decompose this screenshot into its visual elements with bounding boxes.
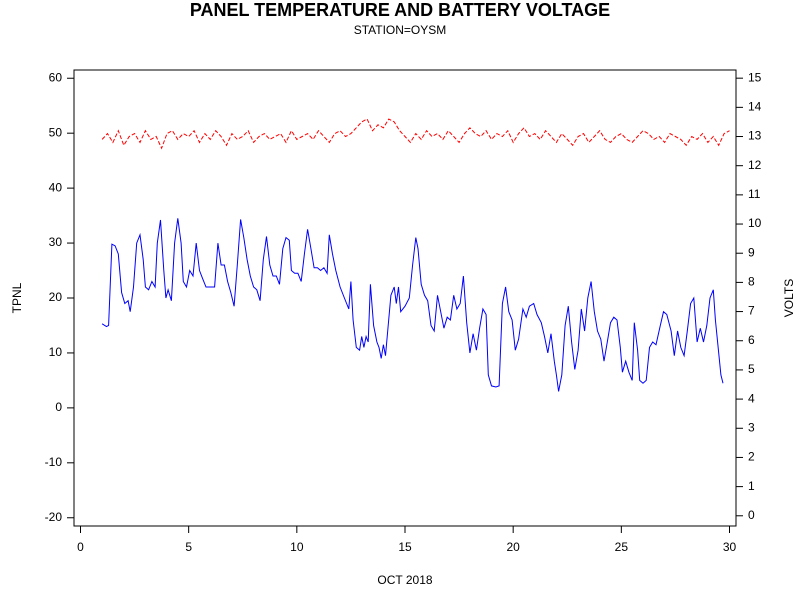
y2-tick-label: 6 [748, 333, 755, 347]
y2-tick-label: 3 [748, 420, 755, 434]
y2-axis-label: VOLTS [782, 279, 796, 317]
y-tick-label: 10 [49, 345, 63, 359]
y-tick-label: 0 [55, 400, 62, 414]
y2-tick-label: 7 [748, 304, 755, 318]
chart-title: PANEL TEMPERATURE AND BATTERY VOLTAGE [190, 0, 610, 20]
y-tick-label: 40 [49, 180, 63, 194]
y-tick-label: 50 [49, 125, 63, 139]
y2-tick-label: 5 [748, 362, 755, 376]
x-tick-label: 0 [77, 540, 84, 554]
y-tick-label: 60 [49, 70, 63, 84]
x-axis-label: OCT 2018 [377, 573, 432, 587]
x-tick-label: 5 [185, 540, 192, 554]
y2-tick-label: 8 [748, 275, 755, 289]
y2-tick-label: 13 [748, 129, 762, 143]
x-tick-label: 15 [398, 540, 412, 554]
x-tick-label: 10 [290, 540, 304, 554]
chart-subtitle: STATION=OYSM [354, 23, 447, 37]
y-tick-label: -20 [45, 510, 63, 524]
y-tick-label: -10 [45, 455, 63, 469]
y2-tick-label: 11 [748, 187, 761, 201]
series-line [101, 218, 724, 392]
y2-tick-label: 4 [748, 391, 755, 405]
y2-tick-label: 1 [748, 479, 755, 493]
y-tick-label: 30 [49, 235, 63, 249]
y2-tick-label: 0 [748, 508, 755, 522]
x-tick-label: 30 [723, 540, 737, 554]
y2-tick-label: 10 [748, 216, 762, 230]
y-axis-label: TPNL [10, 282, 24, 313]
y2-tick-label: 2 [748, 450, 755, 464]
x-tick-label: 25 [615, 540, 629, 554]
y2-tick-label: 14 [748, 100, 762, 114]
y2-tick-label: 12 [748, 158, 762, 172]
y-tick-label: 20 [49, 290, 63, 304]
plot-frame [73, 69, 737, 527]
series-line [101, 118, 730, 150]
y2-tick-label: 9 [748, 245, 755, 259]
x-tick-label: 20 [506, 540, 520, 554]
y2-tick-label: 15 [748, 70, 762, 84]
